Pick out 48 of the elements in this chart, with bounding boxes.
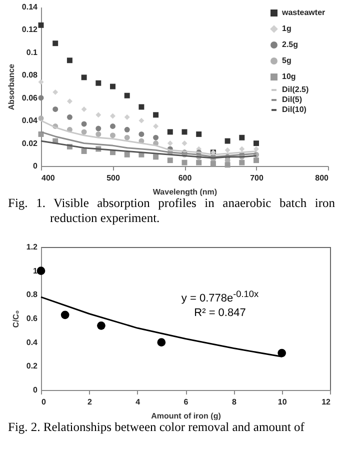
annotation: R² = 0.847 bbox=[193, 307, 247, 319]
point bbox=[157, 338, 166, 347]
legend-label: 5g bbox=[282, 56, 292, 65]
legend-label: Dil(10) bbox=[282, 105, 307, 114]
y-axis-title: Absorbance bbox=[6, 63, 16, 110]
legend-label: 10g bbox=[282, 72, 296, 81]
legend-label: Dil(2.5) bbox=[282, 85, 310, 94]
x-tick-label: 8 bbox=[232, 398, 237, 406]
x-tick-label: 500 bbox=[106, 174, 120, 182]
point bbox=[60, 310, 70, 320]
y-tick-label: 0.1 bbox=[26, 48, 38, 57]
x-axis-title: Wavelength (nm) bbox=[152, 188, 218, 196]
caption: Fig. 1. Visible absorption profiles in anaerobic batch iron reduction experiment. bbox=[7, 196, 336, 226]
y-tick-label: 0.4 bbox=[26, 338, 38, 347]
x-tick-label: 10 bbox=[278, 398, 288, 406]
legend-label: Dil(5) bbox=[282, 95, 302, 104]
annotation: y = 0.778e$^{-0.10x}$ bbox=[180, 289, 260, 305]
point bbox=[97, 321, 106, 330]
point bbox=[36, 266, 46, 276]
y-tick-label: 0.06 bbox=[22, 93, 38, 102]
y-tick-label: 1 bbox=[33, 266, 38, 276]
y-tick-label: 0 bbox=[33, 162, 38, 170]
x-tick-label: 4 bbox=[136, 398, 141, 406]
y-tick-label: 0.02 bbox=[22, 138, 38, 148]
y-tick-label: 0.6 bbox=[26, 314, 38, 323]
y-tick-label: 0.12 bbox=[22, 25, 38, 34]
x-axis-title: Amount of iron (g) bbox=[151, 412, 222, 420]
y-tick-label: 0.14 bbox=[22, 2, 38, 12]
y-tick-label: 0 bbox=[33, 386, 38, 394]
y-tick-label: 0.8 bbox=[26, 290, 38, 300]
y-tick-label: 0.2 bbox=[26, 362, 38, 371]
caption: Fig. 2. Relationships between color removal and amount of bbox=[7, 420, 306, 435]
legend-label: 2.5g bbox=[282, 40, 298, 49]
y-tick-label: 0.04 bbox=[22, 116, 38, 126]
x-tick-label: 2 bbox=[87, 398, 92, 406]
x-tick-label: 400 bbox=[42, 174, 56, 182]
point bbox=[278, 348, 286, 358]
x-tick-label: 6 bbox=[184, 398, 189, 406]
y-tick-label: 0.08 bbox=[22, 70, 38, 80]
legend-label: 1g bbox=[282, 24, 292, 33]
y-axis-title: C/C₀ bbox=[11, 310, 20, 328]
x-tick-label: 12 bbox=[322, 398, 332, 406]
y-tick-label: 1.2 bbox=[26, 242, 38, 252]
x-tick-label: 0 bbox=[42, 398, 46, 406]
x-tick-label: 800 bbox=[315, 174, 330, 182]
x-tick-label: 700 bbox=[250, 174, 264, 182]
legend-label: wasteawter bbox=[281, 8, 326, 17]
x-tick-label: 600 bbox=[178, 174, 192, 182]
